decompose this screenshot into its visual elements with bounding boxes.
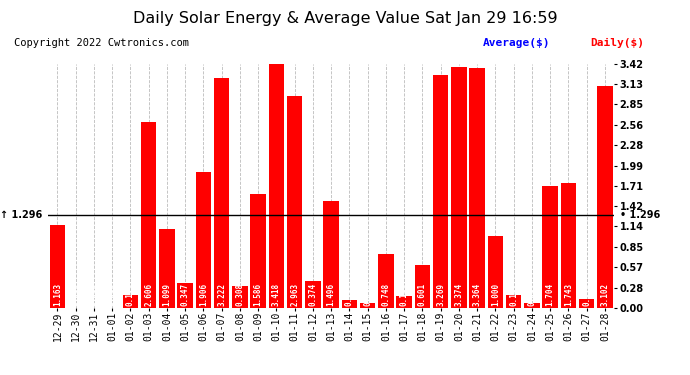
Bar (214, 78, 230, 308)
Text: 3.222: 3.222 (217, 283, 226, 306)
Text: 0.104: 0.104 (345, 283, 354, 306)
Text: 1.496: 1.496 (326, 283, 336, 306)
Text: 1.743: 1.743 (564, 283, 573, 306)
Text: 0.181: 0.181 (509, 283, 518, 306)
Text: 3.269: 3.269 (436, 283, 445, 306)
Text: Daily($): Daily($) (590, 38, 644, 48)
Text: 3.374: 3.374 (455, 283, 464, 306)
Text: 1.099: 1.099 (162, 283, 171, 306)
Text: 0.058: 0.058 (363, 283, 372, 306)
Text: 1.000: 1.000 (491, 283, 500, 306)
Bar (50, 225, 65, 308)
Text: 0.000: 0.000 (71, 283, 80, 306)
Bar (488, 236, 503, 308)
Bar (415, 265, 431, 308)
Bar (232, 285, 248, 308)
Bar (250, 195, 266, 308)
Bar (342, 300, 357, 307)
Bar (524, 303, 540, 307)
Bar (177, 283, 193, 308)
Text: 1.906: 1.906 (199, 283, 208, 306)
Text: ↑ 1.296: ↑ 1.296 (1, 210, 43, 220)
Text: 1.704: 1.704 (546, 283, 555, 306)
Bar (123, 295, 138, 307)
Text: Average($): Average($) (483, 38, 551, 48)
Text: 0.308: 0.308 (235, 283, 244, 306)
Text: 2.606: 2.606 (144, 283, 153, 306)
Text: 0.116: 0.116 (582, 283, 591, 306)
Text: 0.601: 0.601 (418, 283, 427, 306)
Text: 3.418: 3.418 (272, 283, 281, 306)
Bar (598, 86, 613, 308)
Bar (506, 295, 522, 307)
Bar (451, 67, 466, 308)
Text: • 1.296: • 1.296 (620, 210, 660, 220)
Bar (378, 254, 394, 308)
Text: 0.069: 0.069 (527, 283, 536, 306)
Bar (433, 75, 448, 308)
Bar (561, 183, 576, 308)
Text: 0.748: 0.748 (382, 283, 391, 306)
Text: 0.000: 0.000 (90, 283, 99, 306)
Bar (469, 68, 485, 308)
Text: 3.364: 3.364 (473, 283, 482, 306)
Bar (542, 186, 558, 308)
Text: 1.163: 1.163 (53, 283, 62, 306)
Text: 1.586: 1.586 (254, 283, 263, 306)
Text: 3.102: 3.102 (600, 283, 609, 306)
Bar (579, 299, 595, 307)
Bar (305, 281, 321, 308)
Bar (141, 122, 157, 308)
Text: 0.165: 0.165 (400, 283, 408, 306)
Text: Copyright 2022 Cwtronics.com: Copyright 2022 Cwtronics.com (14, 38, 189, 48)
Bar (287, 96, 302, 308)
Text: 0.175: 0.175 (126, 283, 135, 306)
Bar (397, 296, 412, 307)
Bar (159, 229, 175, 308)
Bar (324, 201, 339, 308)
Bar (360, 303, 375, 307)
Text: 2.963: 2.963 (290, 283, 299, 306)
Bar (268, 64, 284, 308)
Text: 0.347: 0.347 (181, 283, 190, 306)
Text: Daily Solar Energy & Average Value Sat Jan 29 16:59: Daily Solar Energy & Average Value Sat J… (132, 11, 558, 26)
Text: 0.000: 0.000 (108, 283, 117, 306)
Text: 0.374: 0.374 (308, 283, 317, 306)
Bar (196, 172, 211, 308)
